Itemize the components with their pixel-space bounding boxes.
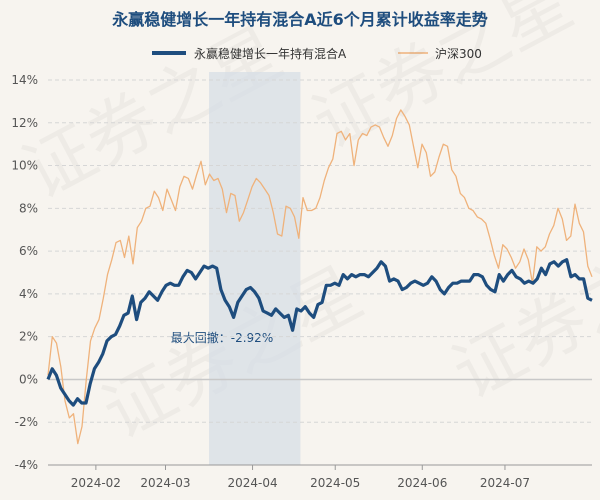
- x-tick-label: 2024-06: [397, 476, 447, 490]
- x-tick-label: 2024-05: [310, 476, 360, 490]
- y-tick-label: -2%: [15, 415, 38, 429]
- x-tick-label: 2024-04: [227, 476, 277, 490]
- legend-label-index: 沪深300: [435, 47, 482, 61]
- legend: 永赢稳健增长一年持有混合A 沪深300: [152, 46, 482, 61]
- grid: -4% -2% 0% 2% 4% 6% 8% 10% 12% 14%: [11, 73, 592, 472]
- max-drawdown-label: 最大回撤：-2.92%: [171, 330, 273, 345]
- y-tick-label: 10%: [11, 159, 38, 173]
- y-tick-label: 12%: [11, 116, 38, 130]
- watermark-text: 证券之星: [439, 211, 600, 415]
- y-tick-label: 14%: [11, 73, 38, 87]
- y-tick-label: 6%: [19, 244, 38, 258]
- x-tick-label: 2024-02: [71, 476, 121, 490]
- max-drawdown-band: [209, 72, 301, 465]
- series-line-index: [47, 109, 593, 445]
- x-tick-label: 2024-03: [140, 476, 190, 490]
- y-tick-label: 2%: [19, 330, 38, 344]
- y-tick-label: 0%: [19, 372, 38, 386]
- y-tick-label: 8%: [19, 201, 38, 215]
- x-tick-label: 2024-07: [480, 476, 530, 490]
- watermark: 证券之星证券之星证券之星证券之星: [9, 0, 600, 455]
- legend-label-fund: 永赢稳健增长一年持有混合A: [194, 46, 347, 61]
- chart-title: 永赢稳健增长一年持有混合A近6个月累计收益率走势: [111, 10, 488, 29]
- series-line-fund: [46, 258, 593, 407]
- y-tick-label: -4%: [15, 458, 38, 472]
- y-tick-label: 4%: [19, 287, 38, 301]
